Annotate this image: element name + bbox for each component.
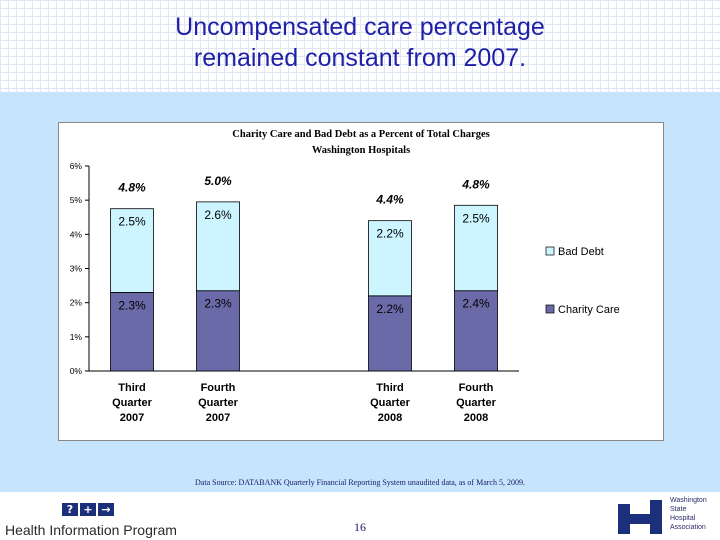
total-label: 4.4%	[375, 193, 404, 207]
bar-charity-care	[196, 290, 240, 372]
x-category-label: Quarter	[370, 397, 410, 409]
data-label: 2.5%	[462, 211, 490, 225]
bar-charity-care	[454, 290, 498, 372]
x-category-label: Third	[376, 382, 404, 394]
legend-label: Charity Care	[558, 304, 620, 316]
slide-title-line-2: remained constant from 2007.	[193, 44, 527, 72]
total-label: 4.8%	[117, 181, 146, 195]
legend-swatch	[545, 304, 555, 314]
chart-plot: 0% 1% 2% 3% 4% 5% 6% 2.3% 2.5% 4.8% Third Quarter 20…	[70, 161, 620, 424]
total-label: 4.8%	[461, 177, 490, 191]
program-name: Health Information Program	[5, 522, 177, 538]
chart-title-line-1: Charity Care and Bad Debt as a Percent o…	[232, 129, 490, 140]
page-number: 16	[354, 520, 366, 534]
bar-charity-care	[110, 292, 154, 372]
association-name: Washington State Hospital Association	[670, 496, 718, 532]
chart-container: Charity Care and Bad Debt as a Percent o…	[58, 122, 664, 441]
data-label: 2.2%	[376, 227, 404, 241]
x-category-label: Quarter	[198, 397, 238, 409]
arrow-right-icon: →	[98, 503, 114, 516]
footer	[0, 492, 720, 540]
y-tick-label: 4%	[70, 229, 83, 239]
data-label: 2.6%	[204, 208, 232, 222]
y-tick-label: 3%	[70, 264, 83, 274]
association-name-line: Hospital	[670, 515, 696, 522]
legend-label: Bad Debt	[558, 246, 604, 258]
slide-title-line-1: Uncompensated care percentage	[175, 13, 545, 41]
y-tick-label: 6%	[70, 161, 83, 171]
title-band	[0, 0, 720, 92]
association-name-line: Washington	[670, 497, 707, 504]
x-category-label: Quarter	[112, 397, 152, 409]
bar-bad-debt	[196, 201, 240, 292]
data-label: 2.3%	[204, 297, 232, 311]
x-category-label: Fourth	[459, 382, 494, 394]
data-label: 2.3%	[118, 298, 146, 312]
x-category-label: 2008	[464, 412, 488, 424]
data-label: 2.5%	[118, 215, 146, 229]
program-logo-icons: ? + →	[62, 503, 114, 516]
total-label: 5.0%	[204, 174, 232, 188]
x-category-label: Fourth	[201, 382, 236, 394]
plus-icon: +	[80, 503, 96, 516]
y-tick-label: 5%	[70, 195, 83, 205]
chart-title: Charity Care and Bad Debt as a Percent o…	[59, 127, 663, 159]
x-category-label: 2007	[120, 412, 144, 424]
legend-swatch	[545, 246, 555, 256]
association-name-line: Association	[670, 524, 706, 531]
help-icon: ?	[62, 503, 78, 516]
bar-charity-care	[368, 295, 412, 372]
bar-bad-debt	[110, 208, 154, 293]
association-name-line: State	[670, 506, 687, 513]
data-label: 2.2%	[376, 302, 404, 316]
chart-title-line-2: Washington Hospitals	[311, 145, 411, 156]
slide-title: Uncompensated care percentage remained c…	[0, 12, 720, 74]
x-category-label: Quarter	[456, 397, 496, 409]
x-category-label: Third	[118, 382, 146, 394]
data-source-note: Data Source: DATABANK Quarterly Financia…	[195, 478, 525, 487]
y-tick-label: 2%	[70, 298, 83, 308]
data-label: 2.4%	[462, 297, 490, 311]
y-tick-label: 0%	[70, 366, 83, 376]
bar-bad-debt	[368, 220, 412, 297]
bar-bad-debt	[454, 204, 498, 292]
y-tick-label: 1%	[70, 332, 83, 342]
x-category-label: 2007	[206, 412, 230, 424]
x-category-label: 2008	[378, 412, 402, 424]
association-logo-icon	[614, 496, 666, 538]
